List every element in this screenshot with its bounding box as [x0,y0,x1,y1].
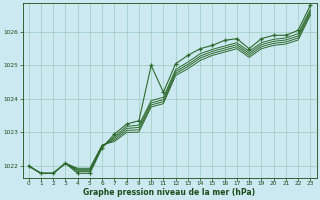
X-axis label: Graphe pression niveau de la mer (hPa): Graphe pression niveau de la mer (hPa) [84,188,256,197]
